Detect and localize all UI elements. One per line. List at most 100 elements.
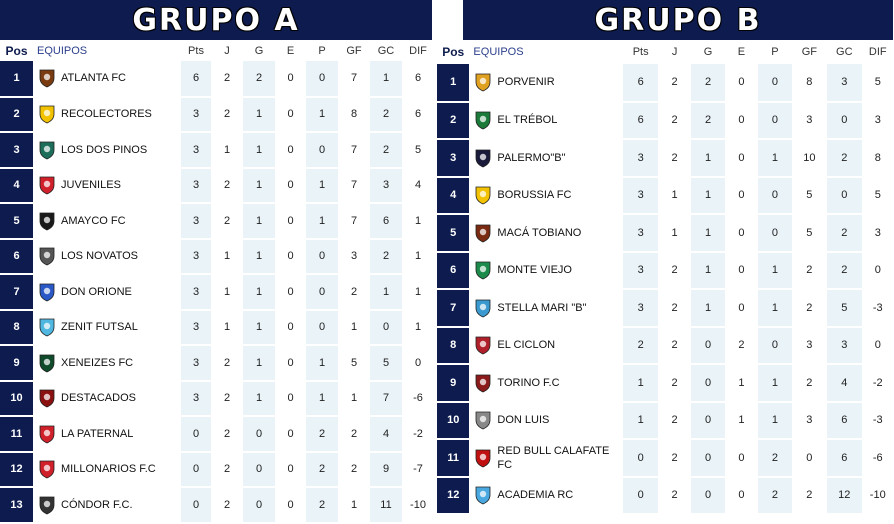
header-pts: Pts (623, 40, 658, 64)
gf-cell: 1 (338, 487, 370, 524)
position-cell: 6 (0, 238, 33, 275)
j-cell: 1 (657, 176, 692, 215)
j-cell: 2 (657, 439, 692, 478)
p-cell: 1 (758, 251, 792, 290)
gc-cell: 2 (827, 214, 862, 253)
gc-cell: 6 (827, 401, 862, 440)
g-cell: 0 (243, 487, 275, 524)
gc-cell: 9 (370, 451, 402, 488)
header-p: P (306, 40, 338, 61)
g-cell: 1 (243, 132, 275, 169)
team-name: MONTE VIEJO (497, 264, 572, 277)
j-cell: 2 (657, 251, 692, 290)
j-cell: 2 (211, 203, 243, 240)
team-name: PORVENIR (497, 76, 555, 89)
dif-cell: 6 (402, 96, 434, 133)
group-a-banner: GRUPO A (0, 0, 432, 40)
team-crest-icon (476, 186, 491, 205)
team-crest-icon (39, 496, 55, 515)
p-cell: 2 (306, 416, 338, 453)
pts-cell: 6 (623, 101, 658, 140)
p-cell: 2 (306, 451, 338, 488)
team-cell: EL TRÉBOL (469, 101, 624, 140)
team-cell: PORVENIR (469, 64, 624, 103)
p-cell: 0 (306, 132, 338, 169)
gc-cell: 5 (827, 289, 862, 328)
j-cell: 2 (657, 401, 692, 440)
header-p: P (758, 40, 792, 64)
header-gc: GC (370, 40, 402, 61)
team-crest-icon (476, 336, 491, 355)
j-cell: 1 (657, 214, 692, 253)
position-cell: 1 (0, 61, 33, 98)
pts-cell: 1 (623, 401, 658, 440)
pts-cell: 3 (623, 289, 658, 328)
team-name: LOS DOS PINOS (61, 143, 148, 156)
e-cell: 0 (724, 139, 759, 178)
gf-cell: 5 (791, 214, 828, 253)
dif-cell: 6 (402, 61, 434, 98)
e-cell: 0 (275, 167, 306, 204)
p-cell: 1 (306, 96, 338, 133)
team-name: EL CICLON (497, 339, 556, 352)
j-cell: 2 (211, 167, 243, 204)
e-cell: 0 (275, 96, 306, 133)
team-cell: MACÁ TOBIANO (469, 214, 624, 253)
team-name: DON ORIONE (61, 285, 132, 298)
p-cell: 1 (758, 401, 792, 440)
j-cell: 2 (211, 487, 243, 524)
gf-cell: 2 (791, 364, 828, 403)
j-cell: 2 (657, 139, 692, 178)
pts-cell: 3 (181, 380, 211, 417)
dif-cell: 0 (861, 251, 894, 290)
team-name: BORUSSIA FC (497, 189, 572, 202)
p-cell: 0 (758, 326, 792, 365)
gc-cell: 3 (370, 167, 402, 204)
dif-cell: 4 (402, 167, 434, 204)
position-cell: 3 (437, 139, 470, 178)
table-row: 13 CÓNDOR F.C. 0 2 0 0 2 1 11 -10 (0, 487, 434, 524)
pts-cell: 3 (623, 176, 658, 215)
dif-cell: -3 (861, 401, 894, 440)
j-cell: 1 (211, 309, 243, 346)
pts-cell: 1 (623, 364, 658, 403)
g-cell: 1 (243, 167, 275, 204)
header-gc: GC (827, 40, 862, 64)
position-cell: 13 (0, 487, 33, 524)
p-cell: 1 (306, 345, 338, 382)
table-row: 2 RECOLECTORES 3 2 1 0 1 8 2 6 (0, 96, 434, 133)
gf-cell: 8 (791, 64, 828, 103)
team-name: CÓNDOR F.C. (61, 498, 133, 511)
group-b-title: GRUPO B (594, 2, 762, 38)
dif-cell: 8 (861, 139, 894, 178)
team-crest-icon (39, 212, 55, 231)
gc-cell: 5 (370, 345, 402, 382)
team-name: PALERMO"B" (497, 151, 566, 164)
g-cell: 2 (691, 64, 725, 103)
group-a-title: GRUPO A (132, 2, 300, 38)
team-name: LA PATERNAL (61, 427, 134, 440)
team-crest-icon (39, 105, 55, 124)
j-cell: 2 (657, 364, 692, 403)
p-cell: 1 (758, 139, 792, 178)
e-cell: 0 (724, 439, 759, 478)
team-crest-icon (476, 411, 491, 430)
position-cell: 4 (437, 176, 470, 215)
p-cell: 1 (758, 364, 792, 403)
position-cell: 7 (437, 289, 470, 328)
team-crest-icon (476, 224, 491, 243)
g-cell: 2 (243, 61, 275, 98)
team-crest-icon (476, 111, 491, 130)
table-row: 8 EL CICLON 2 2 0 2 0 3 3 0 (437, 326, 894, 365)
team-cell: XENEIZES FC (33, 345, 181, 382)
p-cell: 1 (306, 167, 338, 204)
header-g: G (691, 40, 725, 64)
g-cell: 1 (243, 96, 275, 133)
dif-cell: -6 (402, 380, 434, 417)
group-a-standings-table: Pos EQUIPOS Pts J G E P GF GC DIF 1 ATLAN… (0, 40, 434, 524)
e-cell: 0 (275, 132, 306, 169)
pts-cell: 6 (623, 64, 658, 103)
gf-cell: 5 (338, 345, 370, 382)
j-cell: 2 (657, 101, 692, 140)
position-cell: 10 (437, 401, 470, 440)
